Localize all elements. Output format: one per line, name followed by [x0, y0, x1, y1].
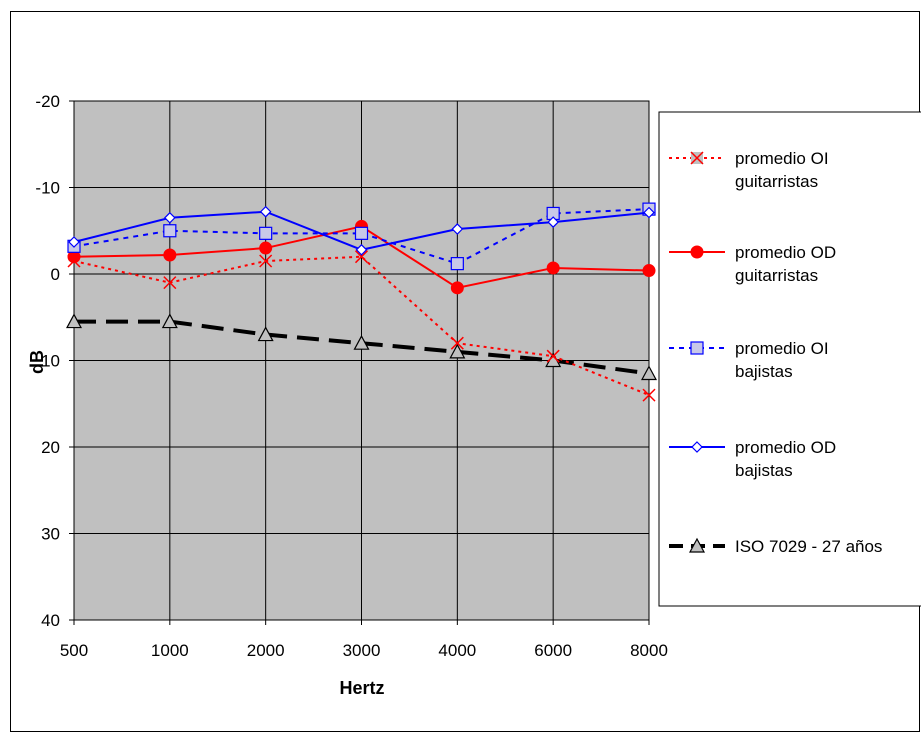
triangle-marker-shape — [640, 365, 658, 381]
legend-marker-3 — [690, 341, 704, 355]
square-marker-shape — [690, 341, 704, 355]
x-tick-label: 500 — [60, 641, 88, 660]
data-point-series-5 — [449, 343, 466, 359]
data-point-series-5 — [640, 365, 658, 381]
data-point-series-5 — [161, 313, 178, 329]
square-marker-shape — [450, 257, 464, 271]
y-tick-label: 40 — [41, 611, 60, 630]
y-tick-label: 10 — [41, 352, 60, 371]
data-point-series-4 — [643, 206, 655, 219]
legend-label-1: promedio OI — [735, 149, 829, 168]
circle-marker-shape — [259, 241, 273, 255]
data-point-series-4 — [163, 211, 176, 224]
circle-marker-shape — [546, 261, 560, 275]
data-point-series-3 — [354, 226, 369, 240]
data-point-series-4 — [355, 243, 368, 256]
triangle-marker-shape — [257, 326, 274, 342]
diamond-marker-shape — [691, 441, 703, 453]
triangle-marker-shape — [353, 334, 370, 350]
data-point-series-4 — [259, 205, 272, 218]
triangle-marker-shape — [688, 537, 706, 553]
x-marker-stroke — [354, 250, 369, 264]
x-axis-label: Hertz — [339, 678, 384, 698]
data-point-series-2 — [642, 264, 656, 278]
diamond-marker-shape — [68, 236, 80, 248]
data-point-series-1 — [163, 276, 177, 290]
data-point-series-3 — [259, 226, 273, 240]
circle-marker-shape — [163, 248, 177, 262]
legend-box — [658, 111, 921, 607]
y-tick-label: -10 — [35, 179, 60, 198]
square-marker-shape — [163, 224, 177, 238]
triangle-marker-shape — [65, 313, 83, 329]
data-point-series-2 — [546, 261, 560, 275]
plot-area — [65, 100, 658, 621]
x-tick-label: 1000 — [151, 641, 189, 660]
circle-marker-shape — [642, 264, 656, 278]
data-point-series-4 — [451, 223, 464, 235]
x-marker-stroke — [690, 151, 704, 165]
legend-label-2: promedio OD — [735, 243, 836, 262]
x-marker-stroke — [546, 349, 560, 363]
diamond-marker-shape — [259, 205, 272, 218]
x-tick-label: 3000 — [343, 641, 381, 660]
x-marker-stroke — [163, 276, 177, 290]
data-point-series-2 — [450, 281, 464, 295]
data-point-series-1 — [450, 336, 464, 350]
square-marker-shape — [259, 226, 273, 240]
legend-marker-2 — [690, 245, 704, 259]
data-point-series-5 — [353, 334, 370, 350]
x-tick-label: 2000 — [247, 641, 285, 660]
legend-label-4-line2: bajistas — [735, 461, 793, 480]
data-point-series-1 — [354, 250, 369, 264]
x-marker-stroke — [259, 254, 273, 268]
legend-label-4: promedio OD — [735, 438, 836, 457]
data-point-series-1 — [546, 349, 560, 363]
data-point-series-5 — [257, 326, 274, 342]
triangle-marker-shape — [161, 313, 178, 329]
legend-marker-5 — [688, 537, 706, 553]
square-marker-shape — [354, 226, 369, 240]
data-point-series-4 — [547, 216, 560, 228]
data-point-series-1 — [259, 254, 273, 268]
circle-marker-shape — [690, 245, 704, 259]
diamond-marker-shape — [643, 206, 655, 219]
y-tick-label: 0 — [51, 265, 60, 284]
legend-label-1-line2: guitarristas — [735, 172, 818, 191]
data-point-series-1 — [642, 388, 656, 402]
circle-marker-shape — [450, 281, 464, 295]
x-tick-label: 4000 — [438, 641, 476, 660]
legend-marker-4 — [691, 441, 703, 453]
diamond-marker-shape — [547, 216, 560, 228]
x-tick-label: 6000 — [534, 641, 572, 660]
data-point-series-5 — [65, 313, 83, 329]
x-marker-stroke — [642, 388, 656, 402]
data-point-series-4 — [68, 236, 80, 248]
legend-marker-1 — [690, 151, 704, 165]
diamond-marker-shape — [451, 223, 464, 235]
legend-label-2-line2: guitarristas — [735, 266, 818, 285]
legend-label-3-line2: bajistas — [735, 362, 793, 381]
data-point-series-3 — [163, 224, 177, 238]
legend-label-5: ISO 7029 - 27 años — [735, 537, 882, 556]
y-tick-label: 20 — [41, 438, 60, 457]
data-point-series-3 — [450, 257, 464, 271]
legend: promedio OI guitarristas promedio OD guitar… — [658, 111, 921, 607]
diamond-marker-shape — [163, 211, 176, 224]
data-point-series-2 — [259, 241, 273, 255]
diamond-marker-shape — [355, 243, 368, 256]
legend-label-3: promedio OI — [735, 339, 829, 358]
triangle-marker-shape — [449, 343, 466, 359]
data-point-series-2 — [163, 248, 177, 262]
x-tick-label: 8000 — [630, 641, 668, 660]
y-tick-label: 30 — [41, 525, 60, 544]
y-tick-label: -20 — [35, 92, 60, 111]
x-marker-stroke — [450, 336, 464, 350]
y-axis-label: dB — [27, 350, 47, 374]
